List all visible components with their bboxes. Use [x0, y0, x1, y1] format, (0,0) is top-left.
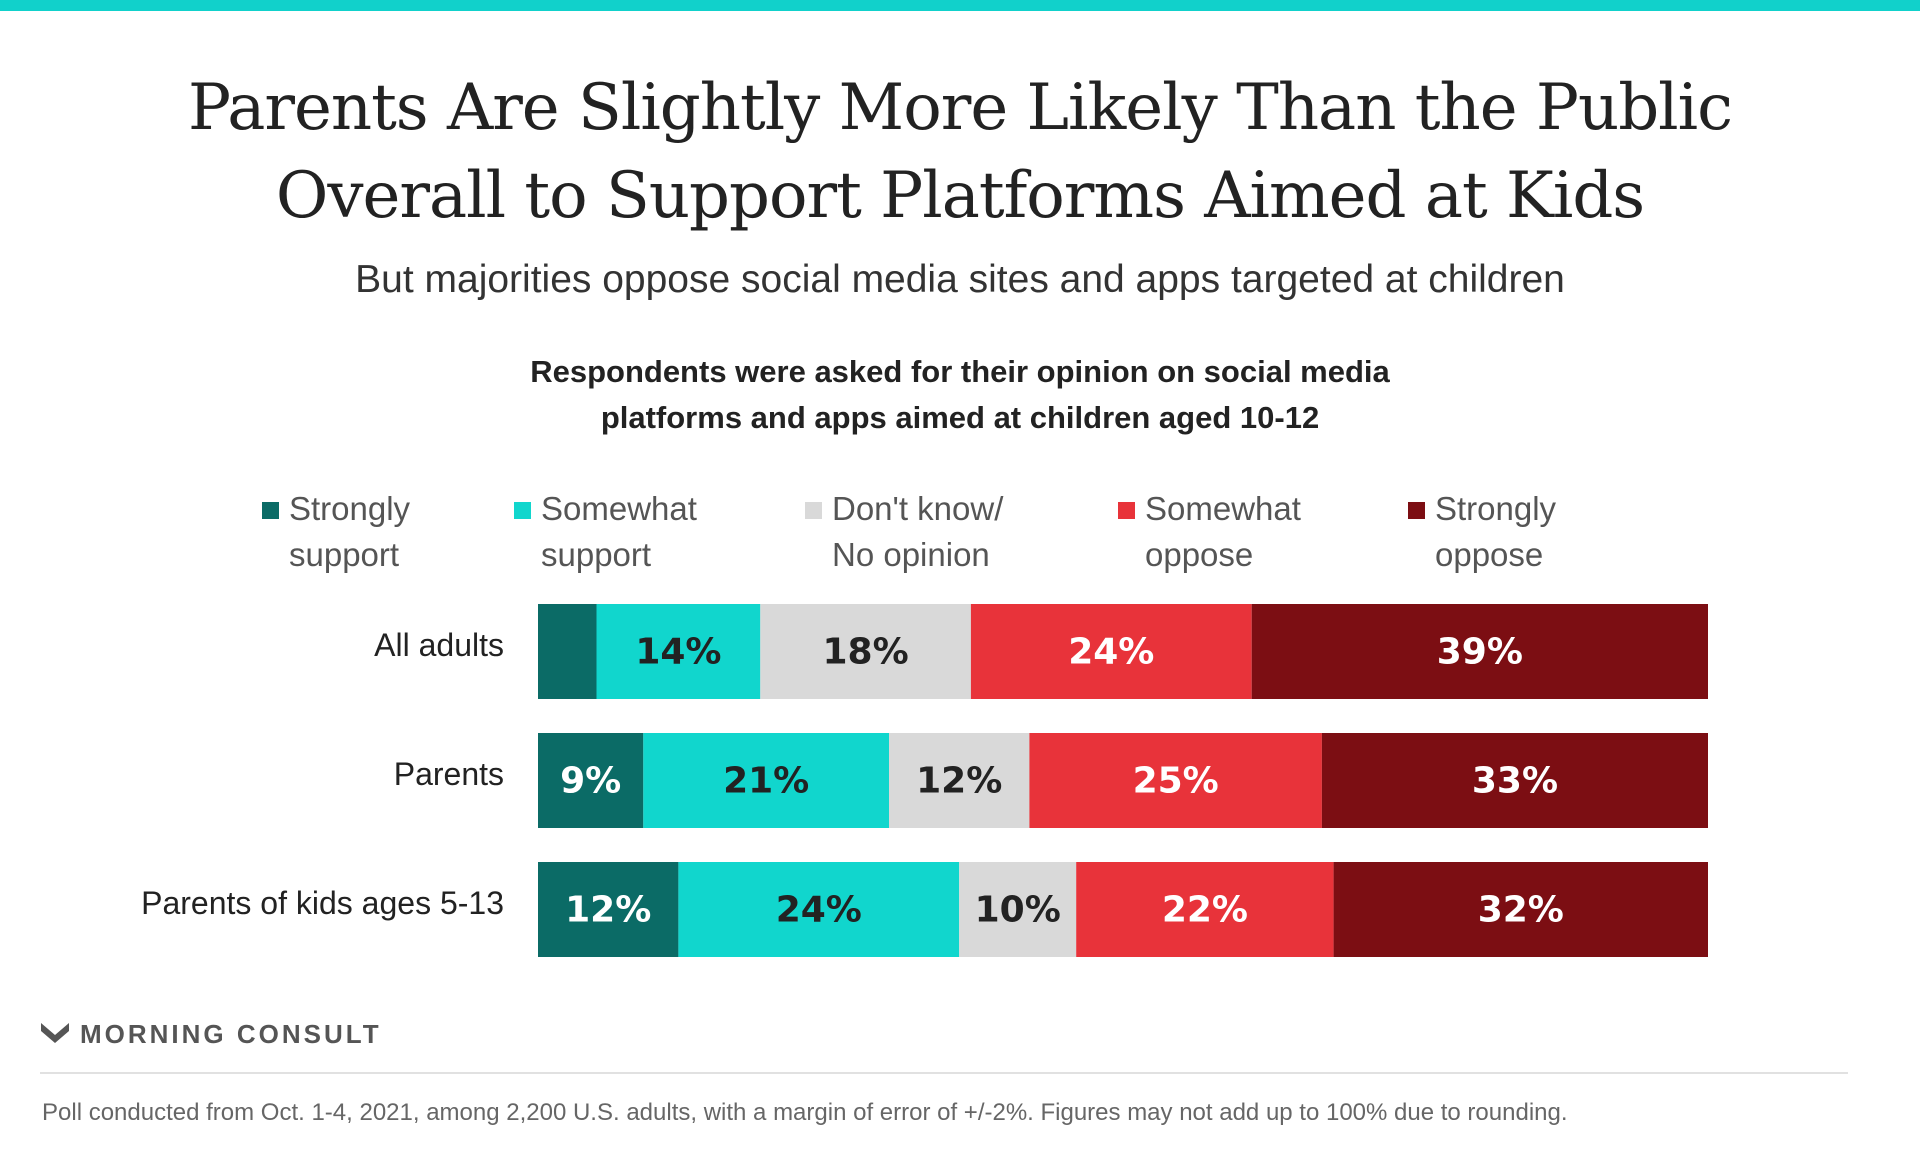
bar-parents-somewhat-oppose	[1029, 733, 1322, 828]
bar-parents-don-t-know-no-opinion	[889, 733, 1030, 828]
bar-parents-of-kids-ages-5-13-somewhat-support	[678, 862, 960, 957]
bar-parents-strongly-support	[538, 733, 644, 828]
bar-parents-of-kids-ages-5-13-somewhat-oppose	[1076, 862, 1334, 957]
legend-don-t-know-no-opinion-label: Don't know/	[832, 490, 1004, 527]
category-label-parents: Parents	[394, 756, 504, 792]
legend-somewhat-oppose-label: oppose	[1145, 536, 1253, 573]
chart-question: Respondents were asked for their opinion…	[0, 349, 1920, 441]
bar-all-adults-somewhat-support-value: 14%	[635, 632, 721, 673]
chart-title-line-2: Overall to Support Platforms Aimed at Ki…	[275, 159, 1645, 233]
legend-strongly-oppose-label: oppose	[1435, 536, 1543, 573]
chart-title-line-1: Parents Are Slightly More Likely Than th…	[188, 71, 1733, 145]
bar-all-adults-strongly-oppose	[1251, 604, 1708, 699]
bar-parents-somewhat-support	[643, 733, 889, 828]
bar-parents-of-kids-ages-5-13-somewhat-support-value: 24%	[776, 890, 862, 931]
legend-somewhat-support-label: support	[541, 536, 651, 573]
bar-parents-somewhat-support-value: 21%	[723, 761, 809, 802]
bar-all-adults-strongly-oppose-value: 39%	[1437, 632, 1523, 673]
chart-question-line-1: Respondents were asked for their opinion…	[530, 354, 1390, 389]
bar-all-adults-somewhat-oppose	[970, 604, 1252, 699]
legend-somewhat-oppose-swatch	[1118, 502, 1135, 519]
bar-all-adults-don-t-know-no-opinion-value: 18%	[823, 632, 909, 673]
legend-strongly-oppose-swatch	[1408, 502, 1425, 519]
bar-parents-strongly-support-value: 9%	[560, 761, 621, 802]
logo-wordmark: MORNING CONSULT	[80, 1019, 382, 1049]
bar-all-adults-strongly-support	[538, 604, 597, 699]
legend-strongly-support-label: support	[289, 536, 399, 573]
bar-parents-of-kids-ages-5-13-don-t-know-no-opinion	[959, 862, 1077, 957]
legend-don-t-know-no-opinion-swatch	[805, 502, 822, 519]
legend-somewhat-oppose-label: Somewhat	[1145, 490, 1301, 527]
chart-question-line-2: platforms and apps aimed at children age…	[600, 400, 1320, 435]
legend-strongly-support-label: Strongly	[289, 490, 411, 527]
chart-title: Parents Are Slightly More Likely Than th…	[0, 64, 1920, 240]
bar-parents-of-kids-ages-5-13-strongly-support-value: 12%	[565, 890, 651, 931]
legend-somewhat-support-swatch	[514, 502, 531, 519]
bar-parents-of-kids-ages-5-13-somewhat-oppose-value: 22%	[1162, 890, 1248, 931]
footnote: Poll conducted from Oct. 1-4, 2021, amon…	[42, 1099, 1568, 1126]
bar-parents-strongly-oppose	[1321, 733, 1708, 828]
morning-consult-m-icon	[41, 1023, 69, 1043]
bar-all-adults-don-t-know-no-opinion	[760, 604, 971, 699]
bar-parents-of-kids-ages-5-13-don-t-know-no-opinion-value: 10%	[975, 890, 1061, 931]
bar-parents-of-kids-ages-5-13-strongly-oppose	[1333, 862, 1708, 957]
bar-parents-of-kids-ages-5-13-strongly-support	[538, 862, 679, 957]
legend-strongly-oppose-label: Strongly	[1435, 490, 1557, 527]
category-label-parents-of-kids-ages-5-13: Parents of kids ages 5-13	[141, 885, 504, 921]
stacked-bar-chart: Strongly support Somewhat support Don't know…	[141, 490, 1708, 957]
chart-subtitle: But majorities oppose social media sites…	[355, 258, 1565, 301]
top-accent-bar	[0, 0, 1920, 11]
bar-parents-of-kids-ages-5-13-strongly-oppose-value: 32%	[1478, 890, 1564, 931]
footer-divider	[40, 1072, 1848, 1074]
bar-all-adults-somewhat-oppose-value: 24%	[1068, 632, 1154, 673]
legend-somewhat-support-label: Somewhat	[541, 490, 697, 527]
legend-strongly-support-swatch	[262, 502, 279, 519]
bar-parents-don-t-know-no-opinion-value: 12%	[916, 761, 1002, 802]
legend-don-t-know-no-opinion-label: No opinion	[832, 536, 990, 573]
bar-parents-strongly-oppose-value: 33%	[1472, 761, 1558, 802]
category-label-all-adults: All adults	[374, 627, 504, 663]
bar-parents-somewhat-oppose-value: 25%	[1133, 761, 1219, 802]
bar-all-adults-somewhat-support	[596, 604, 761, 699]
